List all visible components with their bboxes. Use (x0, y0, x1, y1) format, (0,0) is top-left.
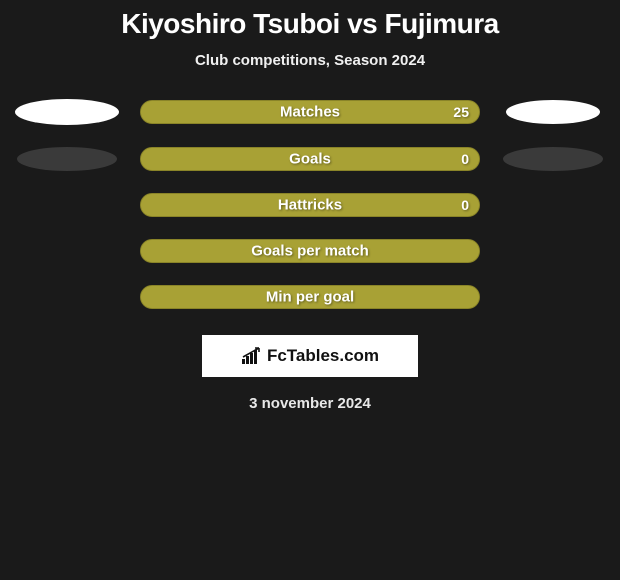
right-oval-slot (498, 100, 608, 124)
page-title: Kiyoshi​ro Tsuboi vs Fujimura (0, 8, 620, 40)
stat-bar: Goals 0 (140, 147, 480, 171)
stat-label: Goals per match (251, 243, 369, 260)
stat-value-right: 0 (461, 197, 469, 213)
comparison-card: Kiyoshi​ro Tsuboi vs Fujimura Club compe… (0, 0, 620, 412)
stat-label: Hattricks (278, 197, 342, 214)
stats-area: Matches 25 Goals 0 Hattricks 0 Goals per match… (0, 99, 620, 309)
logo-badge: FcTables.com (202, 335, 418, 377)
stat-bar: Matches 25 (140, 100, 480, 124)
stat-bar: Min per goal (140, 285, 480, 309)
stat-row: Hattricks 0 (0, 193, 620, 217)
player-oval-left (17, 147, 117, 171)
player-oval-right (503, 147, 603, 171)
stat-row: Min per goal (0, 285, 620, 309)
stat-row: Goals per match (0, 239, 620, 263)
player-oval-right (506, 100, 600, 124)
stat-row: Goals 0 (0, 147, 620, 171)
stat-label: Goals (289, 151, 331, 168)
stat-bar: Hattricks 0 (140, 193, 480, 217)
stat-bar: Goals per match (140, 239, 480, 263)
left-oval-slot (12, 147, 122, 171)
player-oval-left (15, 99, 119, 125)
stat-label: Matches (280, 104, 340, 121)
date-label: 3 november 2024 (0, 395, 620, 412)
right-oval-slot (498, 147, 608, 171)
stat-value-right: 0 (461, 151, 469, 167)
stat-value-right: 25 (453, 104, 469, 120)
stat-label: Min per goal (266, 289, 354, 306)
stat-row: Matches 25 (0, 99, 620, 125)
subtitle: Club competitions, Season 2024 (0, 52, 620, 69)
logo-text: FcTables.com (267, 346, 379, 366)
left-oval-slot (12, 99, 122, 125)
chart-arrow-icon (241, 347, 263, 365)
